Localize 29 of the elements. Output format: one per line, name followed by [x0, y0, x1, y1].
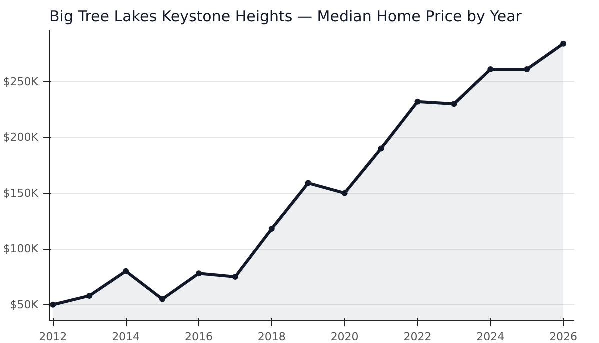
point [160, 296, 166, 302]
point [86, 292, 93, 299]
x-tick-label: 2024 [476, 330, 505, 343]
x-tick-label: 2012 [39, 330, 68, 343]
point [268, 226, 275, 232]
x-tick-label: 2020 [330, 330, 359, 343]
point [378, 146, 384, 152]
chart-title: Big Tree Lakes Keystone Heights — Median Home Price by Year [50, 8, 523, 26]
point [123, 268, 130, 274]
y-tick-label: $100K [3, 242, 40, 256]
point [488, 66, 494, 73]
point [560, 40, 567, 47]
y-tick-label: $200K [3, 131, 40, 144]
x-tick-label: 2022 [404, 330, 432, 343]
x-tick-label: 2026 [550, 330, 578, 343]
x-tick-label: 2018 [258, 330, 286, 343]
point [524, 66, 530, 73]
point [50, 302, 56, 308]
point [196, 270, 202, 277]
point [305, 180, 312, 186]
x-tick-label: 2016 [184, 330, 213, 343]
y-tick-label: $150K [3, 186, 40, 200]
x-tick-label: 2014 [112, 330, 140, 343]
point [414, 98, 421, 105]
y-tick-label: $250K [3, 75, 40, 88]
point [232, 274, 238, 280]
point [342, 190, 348, 196]
point [451, 101, 458, 108]
y-tick-label: $50K [10, 298, 40, 312]
